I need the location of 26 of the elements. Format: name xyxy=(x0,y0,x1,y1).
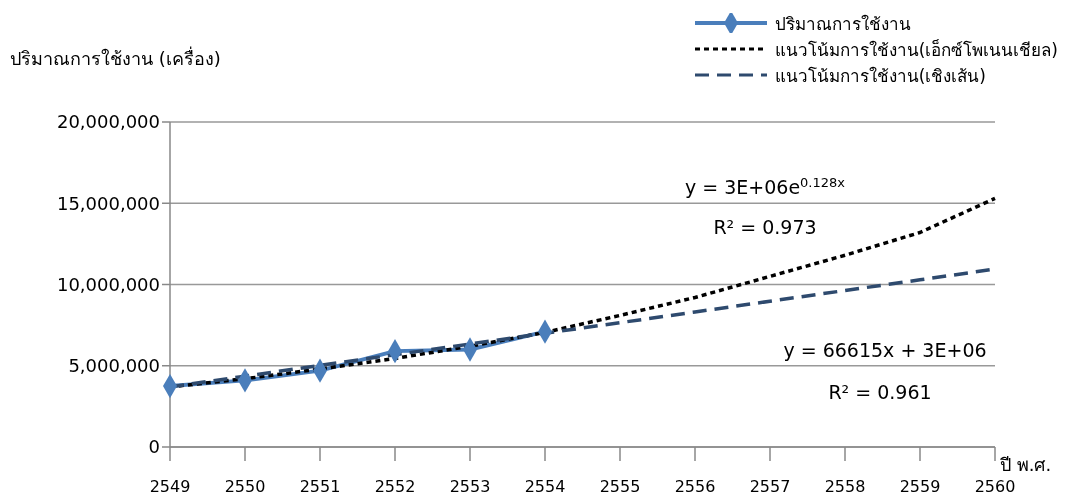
annotation: y = 3E+06e$^{0.128x}$ xyxy=(684,174,846,198)
x-tick-label: 2550 xyxy=(224,477,266,497)
legend-label: แนวโน้มการใช้งาน(เอ็กซ์โพเนนเชียล) xyxy=(774,38,1058,62)
x-tick-label: 2552 xyxy=(374,477,416,497)
legend-label: แนวโน้มการใช้งาน(เชิงเส้น) xyxy=(774,64,986,88)
annotation: y = 66615x + 3E+06 xyxy=(783,339,987,361)
y-axis-title: ปริมาณการใช้งาน (เครื่อง) xyxy=(10,45,221,71)
x-tick-label: 2558 xyxy=(824,477,866,497)
x-axis-title: ปี พ.ศ. xyxy=(1000,453,1052,477)
legend-label: ปริมาณการใช้งาน xyxy=(774,12,911,36)
y-tick-label: 0 xyxy=(148,436,160,458)
x-tick-label: 2557 xyxy=(749,477,791,497)
y-tick-label: 15,000,000 xyxy=(56,192,160,214)
y-tick-label: 10,000,000 xyxy=(56,273,160,295)
x-tick-label: 2555 xyxy=(599,477,641,497)
annotation: R² = 0.961 xyxy=(828,381,932,403)
x-tick-label: 2554 xyxy=(524,477,566,497)
x-tick-label: 2556 xyxy=(674,477,716,497)
x-tick-label: 2551 xyxy=(299,477,341,497)
y-tick-label: 5,000,000 xyxy=(68,355,160,377)
x-tick-label: 2559 xyxy=(899,477,941,497)
y-tick-label: 20,000,000 xyxy=(56,111,160,133)
x-tick-label: 2553 xyxy=(449,477,491,497)
x-tick-label: 2560 xyxy=(974,477,1016,497)
x-tick-label: 2549 xyxy=(149,477,191,497)
annotation: R² = 0.973 xyxy=(713,216,817,238)
